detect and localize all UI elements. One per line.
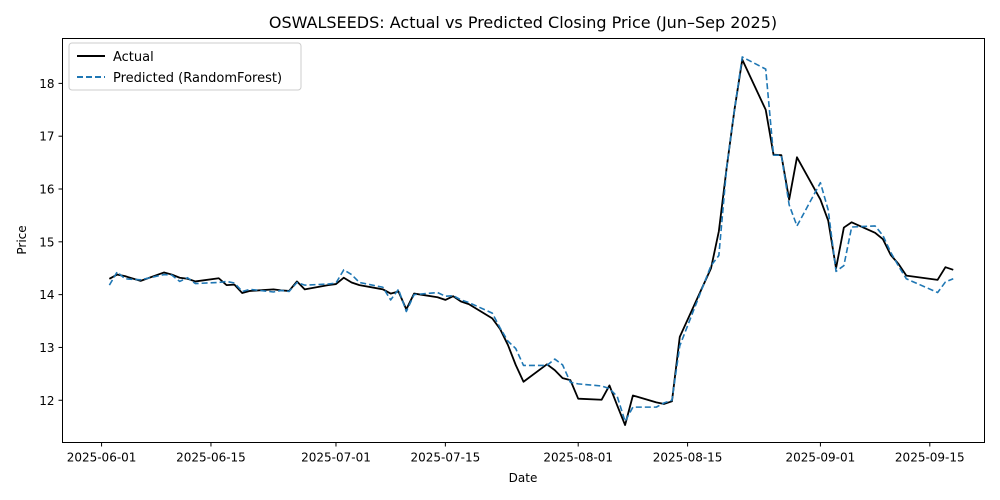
x-axis-label: Date (509, 471, 538, 485)
plot-area (62, 38, 985, 443)
y-tick-label: 12 (39, 394, 54, 408)
y-tick-label: 16 (39, 183, 54, 197)
legend-frame (68, 42, 302, 91)
x-tick-label: 2025-08-01 (543, 451, 613, 465)
legend-label-actual: Actual (113, 50, 154, 65)
x-tick-label: 2025-09-15 (895, 451, 965, 465)
y-tick-label: 15 (39, 235, 54, 249)
plot-frame (62, 38, 985, 443)
chart-title: OSWALSEEDS: Actual vs Predicted Closing … (269, 13, 777, 32)
x-tick-label: 2025-06-01 (67, 451, 137, 465)
x-tick-label: 2025-07-01 (301, 451, 371, 465)
series-line-actual (108, 58, 954, 426)
x-axis-ticks: 2025-06-01 2025-06-15 2025-07-01 2025-07-15… (67, 442, 965, 465)
y-axis-label: Price (15, 225, 29, 254)
y-tick-label: 13 (39, 341, 54, 355)
y-tick-label: 18 (39, 77, 54, 91)
series-layer (108, 56, 954, 426)
legend: Actual Predicted (RandomForest) (68, 42, 302, 91)
x-tick-label: 2025-07-15 (410, 451, 480, 465)
y-tick-label: 17 (39, 130, 54, 144)
legend-label-predicted: Predicted (RandomForest) (113, 71, 282, 86)
x-tick-label: 2025-08-15 (653, 451, 723, 465)
x-tick-label: 2025-09-01 (786, 451, 856, 465)
y-axis-ticks: 12 13 14 15 16 17 18 (39, 77, 63, 408)
x-tick-label: 2025-06-15 (176, 451, 246, 465)
y-tick-label: 14 (39, 288, 54, 302)
series-line-predicted (108, 56, 954, 423)
